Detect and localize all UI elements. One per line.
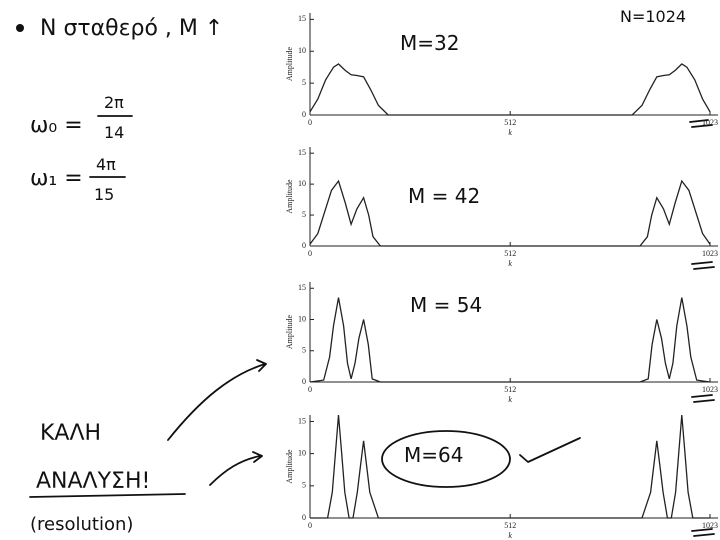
omega1-den: 15	[94, 185, 114, 204]
good-line1: ΚΑΛΗ	[40, 421, 101, 446]
amplitude-line	[309, 297, 711, 383]
x-tick-label: 1023	[702, 249, 718, 258]
y-tick-label: 5	[302, 346, 306, 355]
check-mark	[519, 437, 581, 463]
y-tick-label: 0	[302, 241, 306, 250]
y-tick-label: 15	[298, 148, 306, 157]
double-underline	[691, 394, 715, 403]
omega1-num: 4π	[96, 155, 116, 174]
plot-annotation: M = 42	[408, 184, 480, 208]
y-tick-label: 10	[298, 314, 306, 323]
underline	[29, 493, 186, 498]
resolution: (resolution)	[30, 514, 133, 535]
omega0-den: 14	[104, 123, 124, 142]
x-tick-label: 512	[504, 385, 516, 394]
plot-annotation: M = 54	[410, 293, 482, 317]
y-tick-label: 15	[298, 283, 306, 292]
x-tick-label: 1023	[702, 521, 718, 530]
y-axis-label: Amplitude	[285, 46, 294, 81]
omega0-lhs: ω₀ =	[30, 113, 83, 138]
x-tick-label: 512	[504, 521, 516, 530]
bullet	[16, 24, 24, 32]
x-tick-label: 1023	[702, 118, 718, 127]
y-tick-label: 15	[298, 14, 306, 23]
x-tick-label: 512	[504, 249, 516, 258]
y-tick-label: 0	[302, 110, 306, 119]
x-tick-label: 0	[308, 385, 312, 394]
x-tick-label: 1023	[702, 385, 718, 394]
y-tick-label: 10	[298, 448, 306, 457]
x-tick-label: 512	[504, 118, 516, 127]
y-axis-label: Amplitude	[285, 179, 294, 214]
plot-annotation: M=64	[404, 443, 463, 467]
y-tick-label: 5	[302, 210, 306, 219]
y-tick-label: 5	[302, 78, 306, 87]
x-axis-label: k	[508, 531, 512, 540]
double-underline	[691, 261, 715, 270]
double-underline	[689, 119, 713, 128]
y-tick-label: 5	[302, 481, 306, 490]
y-tick-label: 10	[298, 179, 306, 188]
amplitude-line	[310, 414, 710, 519]
x-axis-label: k	[508, 259, 512, 268]
arrow	[209, 451, 263, 486]
y-axis-label: Amplitude	[285, 449, 294, 484]
double-underline	[691, 528, 715, 537]
circle-mark	[381, 430, 511, 488]
y-tick-label: 10	[298, 46, 306, 55]
x-axis-label: k	[508, 128, 512, 137]
plot-annotation: M=32	[400, 31, 459, 55]
heading: N σταθερό , M ↑	[40, 16, 223, 41]
y-axis-label: Amplitude	[285, 314, 294, 349]
y-tick-label: 15	[298, 416, 306, 425]
y-tick-label: 0	[302, 377, 306, 386]
omega0-num: 2π	[104, 93, 124, 112]
amplitude-line	[309, 63, 711, 116]
x-tick-label: 0	[308, 118, 312, 127]
y-tick-label: 0	[302, 513, 306, 522]
n-value: N=1024	[620, 7, 686, 26]
arrow	[167, 359, 267, 441]
x-tick-label: 0	[308, 521, 312, 530]
amplitude-line	[309, 179, 711, 247]
omega1-lhs: ω₁ =	[30, 166, 83, 191]
x-axis-label: k	[508, 395, 512, 404]
x-tick-label: 0	[308, 249, 312, 258]
good-line2: ΑΝΑΛΥΣΗ!	[36, 469, 150, 494]
